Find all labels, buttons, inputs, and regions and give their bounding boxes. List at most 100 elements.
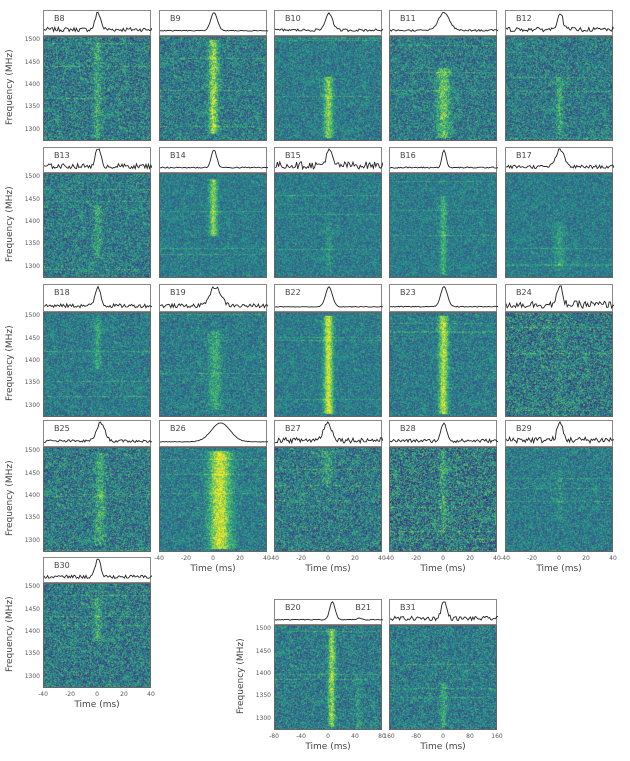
burst-label: B14 [170, 151, 186, 160]
x-tick-label: 20 [582, 555, 590, 562]
dynamic-spectrum [159, 173, 267, 278]
y-tick-label: 1350 [24, 650, 40, 658]
y-tick-label: 1500 [255, 625, 271, 633]
x-tick-label: 0 [95, 691, 99, 698]
y-tick-label: 1450 [24, 605, 40, 613]
burst-label: B11 [400, 14, 416, 23]
pulse-profile: B12 [505, 10, 614, 36]
y-tick-label: 1500 [24, 447, 40, 455]
dynamic-spectrum [389, 625, 497, 730]
profile-line [160, 149, 268, 169]
pulse-profile: B19 [159, 284, 268, 312]
y-tick-label: 1350 [24, 240, 40, 248]
pulse-profile: B25 [43, 420, 152, 447]
y-tick-label: 1400 [24, 492, 40, 500]
y-tick-label: 1500 [24, 36, 40, 44]
profile-line [275, 421, 383, 445]
y-axis-label: Frequency (MHz) [5, 324, 15, 401]
profile-line [390, 422, 498, 444]
dynamic-spectrum [159, 447, 267, 552]
x-tick-label: -40 [384, 555, 394, 562]
dynamic-spectrum [389, 312, 497, 417]
x-tick-label: 40 [351, 733, 359, 740]
pulse-profile: B28 [389, 420, 498, 447]
x-tick-label: -40 [38, 691, 48, 698]
y-tick-label: 1350 [255, 692, 271, 700]
x-tick-label: 80 [466, 733, 474, 740]
profile-line [44, 148, 152, 171]
burst-label: B19 [170, 288, 186, 297]
burst-label: B10 [285, 14, 301, 23]
profile-line [44, 285, 152, 309]
profile-line [390, 601, 498, 622]
x-tick-label: 80 [378, 733, 386, 740]
x-axis-label: Time (ms) [74, 700, 120, 710]
x-axis-label: Time (ms) [305, 742, 351, 752]
pulse-profile: B18 [43, 284, 152, 312]
x-tick-label: 0 [557, 555, 561, 562]
x-tick-label: 0 [441, 555, 445, 562]
burst-label: B30 [54, 561, 70, 570]
y-tick-label: 1450 [24, 58, 40, 66]
x-tick-label: 40 [147, 691, 155, 698]
profile-line [160, 286, 268, 309]
y-axis-label: Frequency (MHz) [5, 595, 15, 672]
x-tick-label: -80 [269, 733, 279, 740]
burst-label: B12 [516, 14, 532, 23]
profile-line [390, 11, 498, 32]
profile-line [506, 148, 614, 170]
pulse-profile: B13 [43, 147, 152, 173]
pulse-profile: B16 [389, 147, 498, 173]
y-tick-label: 1300 [24, 125, 40, 133]
x-tick-label: 0 [441, 733, 445, 740]
pulse-profile: B24 [505, 284, 614, 312]
y-axis-label: Frequency (MHz) [5, 185, 15, 262]
x-tick-label: 40 [609, 555, 617, 562]
dynamic-spectrum [43, 583, 151, 688]
burst-label: B13 [54, 151, 70, 160]
x-tick-label: -20 [65, 691, 75, 698]
x-tick-label: 160 [491, 733, 503, 740]
dynamic-spectrum [43, 312, 151, 417]
dynamic-spectrum [505, 447, 613, 552]
profile-line [275, 600, 383, 621]
dynamic-spectrum [43, 36, 151, 141]
pulse-profile: B20 B21 [274, 599, 383, 625]
dynamic-spectrum [389, 447, 497, 552]
y-tick-label: 1500 [24, 583, 40, 591]
pulse-profile: B23 [389, 284, 498, 312]
dynamic-spectrum [389, 173, 497, 278]
y-tick-label: 1300 [24, 536, 40, 544]
burst-label: B18 [54, 288, 70, 297]
y-tick-label: 1300 [255, 714, 271, 722]
burst-label: B29 [516, 424, 532, 433]
pulse-profile: B26 [159, 420, 268, 447]
x-tick-label: 160 [383, 733, 395, 740]
x-tick-label: -20 [296, 555, 306, 562]
x-tick-label: -40 [154, 555, 164, 562]
burst-label: B20 [285, 603, 301, 612]
pulse-profile: B17 [505, 147, 614, 173]
profile-line [506, 421, 614, 445]
x-tick-label: -40 [269, 555, 279, 562]
y-tick-label: 1400 [24, 357, 40, 365]
pulse-profile: B11 [389, 10, 498, 36]
dynamic-spectrum [505, 36, 613, 141]
pulse-profile: B14 [159, 147, 268, 173]
y-tick-label: 1300 [24, 401, 40, 409]
pulse-profile: B8 [43, 10, 152, 36]
pulse-profile: B22 [274, 284, 383, 312]
x-tick-label: 0 [326, 555, 330, 562]
x-tick-label: -20 [527, 555, 537, 562]
profile-line [390, 285, 498, 308]
burst-label: B16 [400, 151, 416, 160]
profile-line [506, 13, 614, 33]
dynamic-spectrum [43, 447, 151, 552]
y-tick-label: 1500 [24, 312, 40, 320]
dynamic-spectrum [159, 312, 267, 417]
y-axis-label: Frequency (MHz) [5, 48, 15, 125]
profile-line [506, 285, 614, 310]
profile-line [44, 421, 152, 443]
burst-label: B25 [54, 424, 70, 433]
profile-line [390, 149, 498, 169]
